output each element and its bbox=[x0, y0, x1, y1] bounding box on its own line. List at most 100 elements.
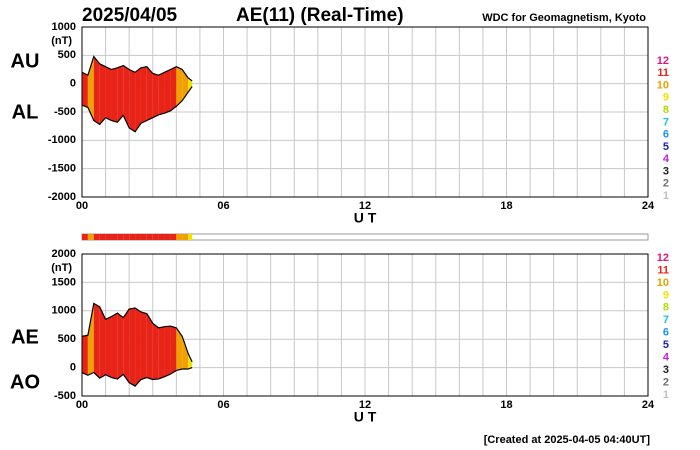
range-segment bbox=[129, 69, 136, 132]
y-tick-label: 0 bbox=[70, 78, 76, 90]
legend-label: 1 bbox=[663, 389, 669, 401]
coverage-segment bbox=[188, 234, 193, 240]
range-segment bbox=[164, 326, 171, 377]
range-segment bbox=[158, 326, 165, 379]
coverage-segment bbox=[82, 234, 88, 240]
range-segment bbox=[105, 66, 112, 121]
x-tick-label: 24 bbox=[642, 399, 655, 411]
y-tick-label: -1500 bbox=[48, 163, 76, 175]
legend-label: 4 bbox=[663, 153, 670, 165]
coverage-segment bbox=[140, 234, 147, 240]
legend-label: 8 bbox=[663, 104, 669, 116]
legend-label: 1 bbox=[663, 190, 669, 202]
y-tick-label: -500 bbox=[54, 390, 76, 402]
footer: [Created at 2025-04-05 04:40UT] bbox=[484, 434, 651, 446]
x-tick-label: 12 bbox=[359, 200, 371, 212]
x-tick-label: 18 bbox=[500, 200, 512, 212]
range-segment bbox=[188, 78, 193, 93]
range-segment bbox=[152, 323, 159, 380]
legend-label: 4 bbox=[663, 352, 670, 364]
series-line bbox=[81, 55, 193, 82]
legend-label: 11 bbox=[657, 67, 669, 79]
range-segment bbox=[117, 313, 124, 379]
legend-label: 7 bbox=[663, 116, 669, 128]
plot-frame bbox=[81, 26, 649, 198]
range-segment bbox=[176, 327, 183, 371]
range-segment bbox=[99, 306, 106, 379]
legend-label: 7 bbox=[663, 314, 669, 326]
legend-label: 5 bbox=[663, 339, 669, 351]
y-axis-label: (nT) bbox=[51, 35, 72, 47]
x-tick-label: 00 bbox=[76, 200, 88, 212]
range-segment bbox=[93, 303, 100, 379]
legend-label: 10 bbox=[657, 79, 669, 91]
plot-frame bbox=[81, 253, 649, 397]
x-tick-label: 06 bbox=[217, 399, 229, 411]
y-tick-label: 2000 bbox=[52, 248, 76, 260]
range-segment bbox=[135, 307, 141, 387]
series-name: AE bbox=[11, 326, 39, 348]
x-tick-label: 24 bbox=[642, 200, 655, 212]
range-segment bbox=[188, 353, 193, 370]
coverage-segment bbox=[111, 234, 118, 240]
series-name: AO bbox=[10, 371, 40, 393]
legend-label: 12 bbox=[657, 55, 669, 67]
legend-label: 6 bbox=[663, 327, 669, 339]
x-axis-label: U T bbox=[354, 409, 377, 425]
range-segment bbox=[111, 313, 118, 379]
coverage-segment bbox=[182, 234, 189, 240]
range-segment bbox=[164, 69, 171, 114]
range-segment bbox=[123, 309, 130, 383]
range-segment bbox=[152, 73, 159, 118]
range-segment bbox=[105, 316, 112, 378]
range-segment bbox=[146, 313, 153, 380]
legend-label: 6 bbox=[663, 129, 669, 141]
legend-label: 2 bbox=[663, 376, 669, 388]
series-name: AL bbox=[12, 101, 39, 123]
y-tick-label: 1000 bbox=[52, 305, 76, 317]
title: AE(11) (Real-Time) bbox=[236, 5, 404, 26]
y-tick-label: 1500 bbox=[52, 276, 76, 288]
series-line bbox=[81, 302, 193, 363]
legend-label: 11 bbox=[657, 264, 669, 276]
range-segment bbox=[82, 335, 88, 376]
range-segment bbox=[140, 66, 147, 124]
x-tick-label: 12 bbox=[359, 399, 371, 411]
y-tick-label: 1000 bbox=[52, 21, 76, 33]
y-tick-label: 500 bbox=[58, 333, 76, 345]
range-segment bbox=[140, 311, 147, 380]
legend-label: 3 bbox=[663, 364, 669, 376]
y-tick-label: 0 bbox=[70, 362, 76, 374]
coverage-segment bbox=[117, 234, 124, 240]
coverage-segment bbox=[105, 234, 112, 240]
y-tick-label: -2000 bbox=[48, 191, 76, 203]
range-segment bbox=[111, 67, 118, 123]
y-axis-label: (nT) bbox=[51, 262, 72, 274]
source: WDC for Geomagnetism, Kyoto bbox=[482, 12, 646, 24]
range-segment bbox=[182, 336, 189, 370]
x-tick-label: 00 bbox=[76, 399, 88, 411]
coverage-segment bbox=[176, 234, 183, 240]
coverage-segment bbox=[158, 234, 165, 240]
range-segment bbox=[146, 66, 153, 121]
coverage-segment bbox=[135, 234, 141, 240]
coverage-segment bbox=[152, 234, 159, 240]
legend-label: 5 bbox=[663, 141, 669, 153]
coverage-segment bbox=[87, 234, 94, 240]
range-segment bbox=[123, 65, 130, 128]
range-segment bbox=[129, 307, 136, 387]
range-segment bbox=[87, 303, 94, 376]
range-segment bbox=[176, 66, 183, 107]
x-axis-label: U T bbox=[354, 210, 377, 226]
range-segment bbox=[182, 69, 189, 101]
legend-label: 12 bbox=[657, 252, 669, 264]
y-tick-label: 500 bbox=[58, 49, 76, 61]
range-segment bbox=[135, 67, 141, 132]
series-line bbox=[81, 367, 193, 387]
range-segment bbox=[117, 65, 124, 123]
range-segment bbox=[82, 72, 88, 108]
coverage-segment bbox=[170, 234, 177, 240]
x-tick-label: 18 bbox=[500, 399, 512, 411]
range-segment bbox=[170, 326, 177, 375]
